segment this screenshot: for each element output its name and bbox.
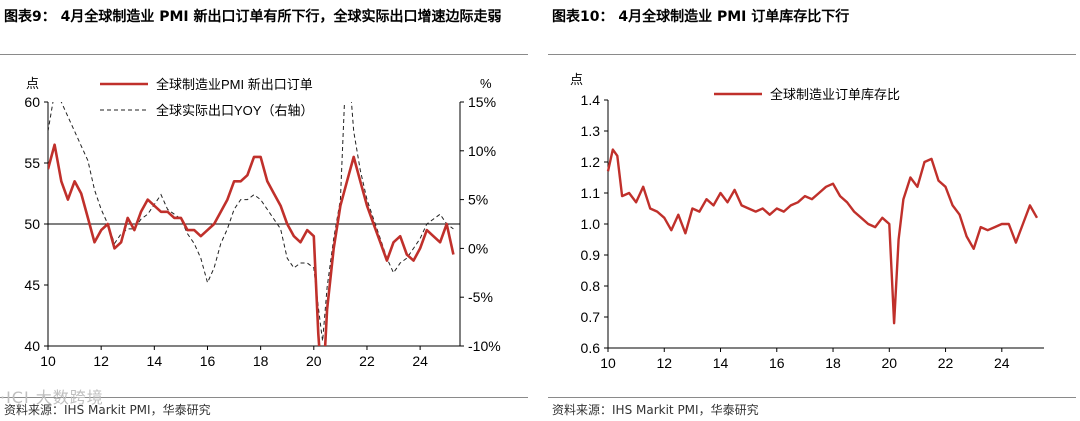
- left-x-tick-label: 20: [306, 353, 322, 369]
- right-title-rule: [548, 54, 1076, 55]
- right-y-tick-label: 0.8: [581, 278, 601, 294]
- left-y-tick-label: 60: [24, 94, 40, 110]
- left-source-note: 资料来源：IHS Markit PMI，华泰研究: [4, 403, 211, 417]
- right-y-tick-label: 1.0: [581, 216, 601, 232]
- left-y-tick-label: 45: [24, 277, 40, 293]
- right-chart-panel: 图表10： 4月全球制造业 PMI 订单库存比下行 0.6 0.7 0.8 0.9 1.…: [548, 0, 1080, 421]
- left-x-tick-label: 12: [93, 353, 109, 369]
- right-y-tick-label: 1.4: [581, 92, 601, 108]
- left-y2-axis-unit: %: [480, 76, 492, 91]
- left-title-rule: [0, 54, 528, 55]
- right-chart-title: 图表10： 4月全球制造业 PMI 订单库存比下行: [552, 9, 850, 25]
- right-chart-plot: 0.6 0.7 0.8 0.9 1.0 1.1 1.2 1.3 1.4 10 12 14 16 18 20 2…: [570, 72, 1044, 371]
- left-y2-tick-label: -10%: [468, 338, 501, 354]
- right-source-rule: [548, 397, 1076, 398]
- right-x-tick-label: 22: [938, 355, 954, 371]
- left-series-pmi-new-export-orders-line: [48, 143, 455, 346]
- right-legend-label: 全球制造业订单库存比: [770, 87, 900, 102]
- left-x-tick-label: 22: [359, 353, 375, 369]
- left-y-tick-label: 40: [24, 338, 40, 354]
- left-chart-plot: 40 45 50 55 60 -10% -5% 0% 5% 10% 15% 10 12 14 16 18 20 2…: [24, 76, 501, 369]
- right-y-tick-label: 1.3: [581, 123, 601, 139]
- right-y-tick-label: 0.7: [581, 309, 601, 325]
- right-y-axis-unit: 点: [570, 72, 583, 87]
- left-chart-title: 图表9： 4月全球制造业 PMI 新出口订单有所下行，全球实际出口增速边际走弱: [4, 9, 502, 25]
- left-y-axis-unit: 点: [26, 76, 39, 91]
- right-source-note: 资料来源：IHS Markit PMI，华泰研究: [552, 403, 759, 417]
- left-y2-tick-label: 5%: [468, 192, 488, 208]
- right-x-tick-label: 12: [656, 355, 672, 371]
- left-chart-panel: 图表9： 4月全球制造业 PMI 新出口订单有所下行，全球实际出口增速边际走弱 …: [0, 0, 530, 421]
- left-legend-label-export: 全球实际出口YOY（右轴）: [156, 103, 313, 118]
- left-y2-tick-label: 0%: [468, 240, 488, 256]
- right-x-tick-label: 24: [994, 355, 1010, 371]
- right-x-tick-label: 20: [882, 355, 898, 371]
- watermark-logo: ·ICI 大数跨境: [0, 388, 104, 407]
- right-y-tick-label: 1.1: [581, 185, 601, 201]
- right-series-order-inventory-ratio-line: [606, 148, 1039, 325]
- left-y2-tick-label: 15%: [468, 94, 496, 110]
- left-x-tick-label: 16: [200, 353, 216, 369]
- left-x-tick-label: 24: [412, 353, 428, 369]
- left-x-tick-label: 14: [147, 353, 163, 369]
- left-y-tick-label: 50: [24, 216, 40, 232]
- right-x-tick-label: 16: [769, 355, 785, 371]
- left-legend-label-pmi: 全球制造业PMI 新出口订单: [156, 77, 313, 92]
- left-y2-tick-label: -5%: [468, 289, 493, 305]
- right-y-tick-label: 0.6: [581, 340, 601, 356]
- right-x-tick-label: 10: [600, 355, 616, 371]
- left-y2-tick-label: 10%: [468, 143, 496, 159]
- left-y-tick-label: 55: [24, 155, 40, 171]
- left-source-rule: [0, 397, 528, 398]
- right-x-tick-label: 18: [825, 355, 841, 371]
- right-y-tick-label: 0.9: [581, 247, 601, 263]
- left-x-tick-label: 18: [253, 353, 269, 369]
- right-y-tick-label: 1.2: [581, 154, 601, 170]
- left-x-tick-label: 10: [40, 353, 56, 369]
- right-x-tick-label: 14: [713, 355, 729, 371]
- left-series-export-yoy-line: [48, 102, 454, 342]
